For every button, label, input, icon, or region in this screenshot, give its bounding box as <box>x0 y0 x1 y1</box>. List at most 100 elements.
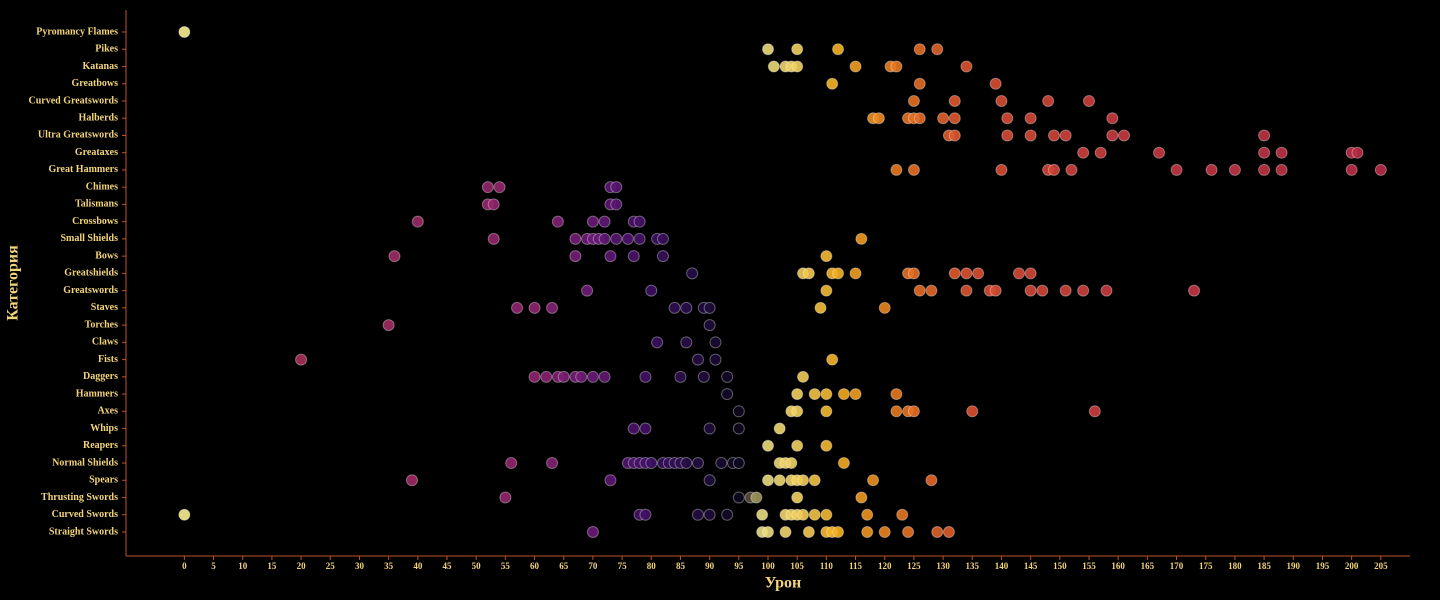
data-point <box>610 232 623 245</box>
x-tick-label: 15 <box>267 561 277 571</box>
data-point <box>1024 112 1037 125</box>
x-tick-label: 170 <box>1170 561 1184 571</box>
data-point <box>820 388 833 401</box>
data-point <box>680 301 693 314</box>
data-point <box>890 163 903 176</box>
data-point <box>925 284 938 297</box>
data-point <box>528 301 541 314</box>
data-point <box>1024 267 1037 280</box>
data-point <box>890 388 903 401</box>
data-point <box>732 405 745 418</box>
x-tick-label: 100 <box>761 561 775 571</box>
y-tick-label: Greataxes <box>75 147 118 158</box>
data-point <box>931 43 944 56</box>
data-point <box>627 422 640 435</box>
data-point <box>715 457 728 470</box>
x-tick-label: 50 <box>472 561 482 571</box>
x-tick-label: 70 <box>588 561 598 571</box>
data-point <box>697 370 710 383</box>
x-tick-label: 125 <box>907 561 921 571</box>
data-point <box>633 232 646 245</box>
x-tick-label: 85 <box>676 561 686 571</box>
data-point <box>762 43 774 56</box>
x-tick-label: 10 <box>238 561 248 571</box>
x-tick-label: 155 <box>1082 561 1096 571</box>
data-point <box>791 43 804 56</box>
data-point <box>1077 146 1090 159</box>
data-point <box>791 491 804 504</box>
x-tick-label: 165 <box>1141 561 1155 571</box>
x-tick-label: 0 <box>182 561 187 571</box>
data-point <box>505 457 518 470</box>
y-tick-label: Katanas <box>82 61 118 72</box>
x-tick-label: 140 <box>995 561 1009 571</box>
data-point <box>814 301 827 314</box>
data-point <box>569 232 582 245</box>
x-tick-label: 200 <box>1345 561 1359 571</box>
x-tick-label: 190 <box>1287 561 1301 571</box>
y-tick-label: Thrusting Swords <box>41 492 118 503</box>
data-point <box>598 215 611 228</box>
data-point <box>1065 163 1078 176</box>
data-point <box>849 388 862 401</box>
data-point <box>837 388 850 401</box>
data-point <box>732 457 745 470</box>
data-point <box>1012 267 1025 280</box>
data-point <box>937 112 950 125</box>
y-tick-label: Halberds <box>79 113 119 124</box>
data-point <box>762 474 774 487</box>
data-point <box>528 370 541 383</box>
data-point <box>656 250 669 263</box>
data-point <box>773 422 786 435</box>
data-point <box>797 370 810 383</box>
data-point <box>907 163 920 176</box>
data-point <box>703 508 716 521</box>
data-point <box>878 301 891 314</box>
y-tick-label: Bows <box>95 250 118 261</box>
data-point <box>820 284 833 297</box>
data-point <box>808 508 821 521</box>
data-point <box>913 77 926 90</box>
data-point <box>621 232 634 245</box>
data-point <box>972 267 985 280</box>
data-point <box>691 353 704 366</box>
y-tick-label: Curved Greatswords <box>28 95 118 106</box>
data-point <box>1351 146 1364 159</box>
y-tick-label: Crossbows <box>72 216 118 227</box>
data-point <box>388 250 401 263</box>
data-point <box>598 370 611 383</box>
data-point <box>1094 146 1107 159</box>
data-point <box>913 43 926 56</box>
y-tick-label: Axes <box>97 406 118 417</box>
x-tick-label: 25 <box>326 561 336 571</box>
y-tick-label: Talismans <box>75 199 118 210</box>
x-tick-label: 185 <box>1257 561 1271 571</box>
data-point <box>890 60 903 73</box>
data-point <box>837 457 850 470</box>
data-point <box>849 60 862 73</box>
data-point <box>1275 146 1288 159</box>
data-point <box>686 267 699 280</box>
data-point <box>966 405 979 418</box>
data-point <box>989 77 1002 90</box>
data-point <box>382 319 395 332</box>
data-point <box>995 163 1008 176</box>
data-point <box>691 508 704 521</box>
data-point <box>960 284 973 297</box>
x-tick-label: 45 <box>443 561 453 571</box>
data-point <box>1106 112 1119 125</box>
y-tick-label: Daggers <box>83 371 118 382</box>
data-point <box>832 267 845 280</box>
data-point <box>575 370 588 383</box>
x-tick-label: 75 <box>618 561 628 571</box>
x-tick-label: 95 <box>734 561 744 571</box>
data-point <box>948 94 961 107</box>
x-tick-label: 180 <box>1228 561 1242 571</box>
data-point <box>1047 163 1060 176</box>
x-tick-label: 195 <box>1316 561 1330 571</box>
data-point <box>1205 163 1218 176</box>
y-tick-label: Ultra Greatswords <box>38 130 118 141</box>
y-tick-label: Fists <box>98 354 118 365</box>
data-point <box>639 422 652 435</box>
data-point <box>499 491 512 504</box>
